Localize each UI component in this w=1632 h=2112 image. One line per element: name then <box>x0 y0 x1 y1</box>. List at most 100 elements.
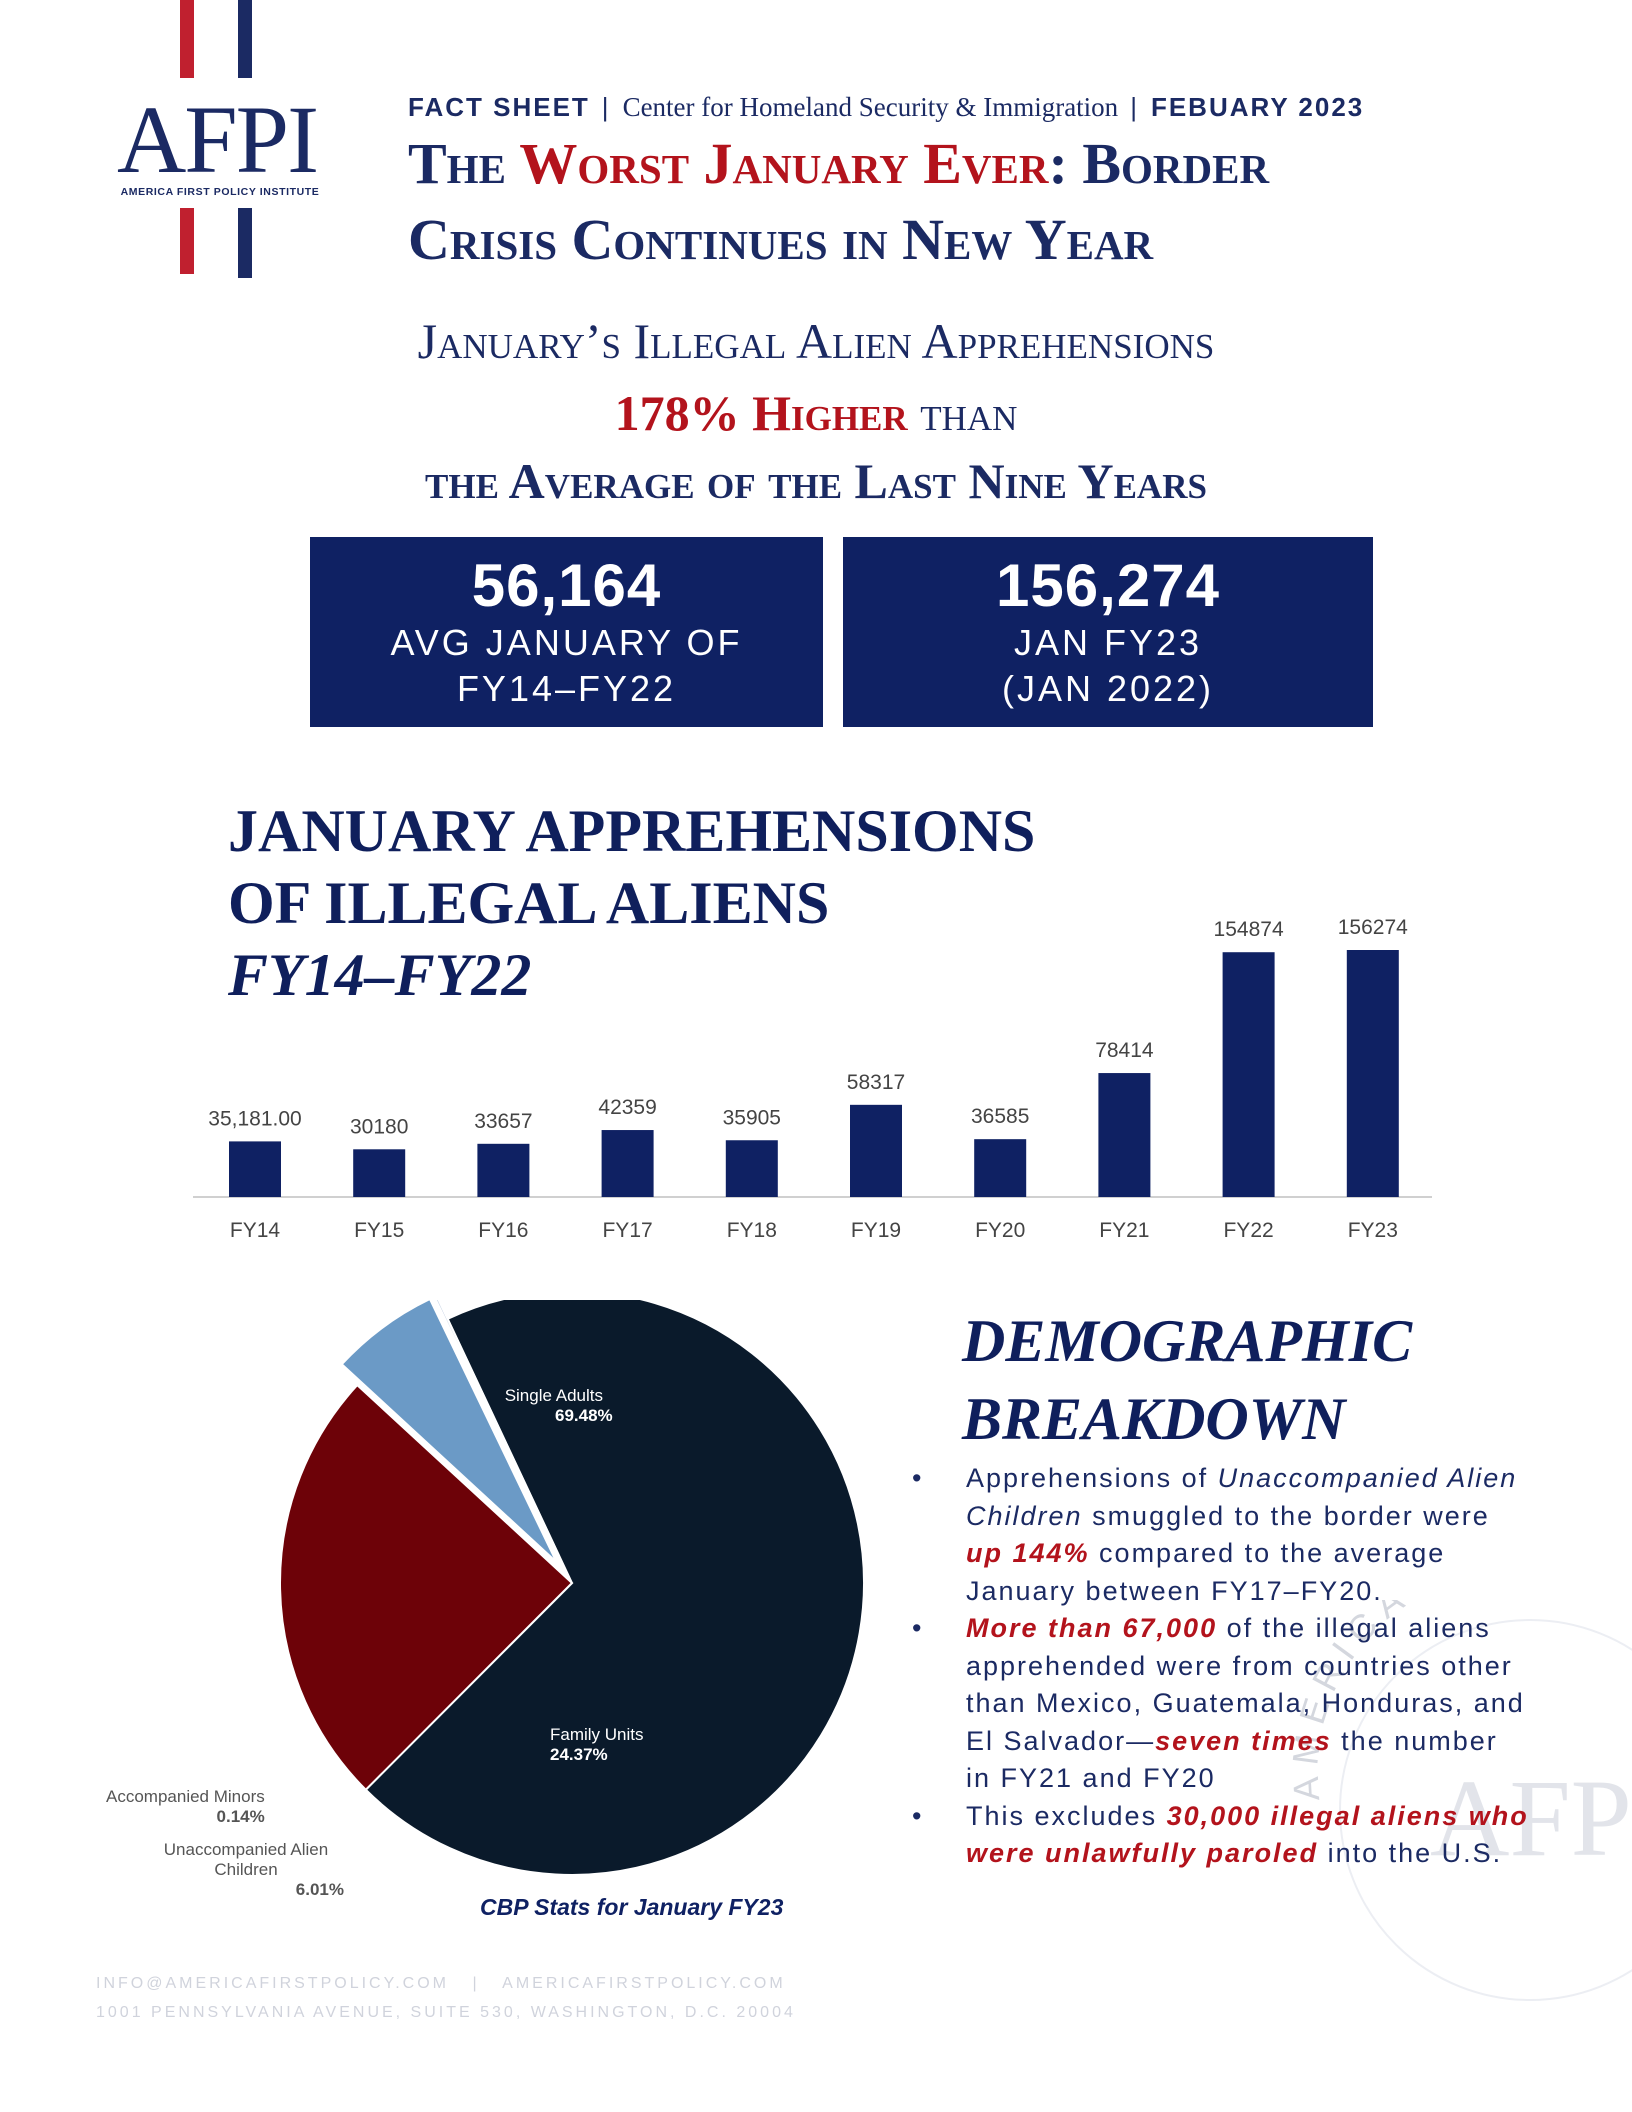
pie-label-name: Single Adults <box>504 1386 603 1405</box>
data-label: 154874 <box>1214 918 1284 941</box>
subtitle-text: than <box>907 385 1018 441</box>
title-highlight: Worst January Ever <box>519 131 1049 196</box>
pie-slice-single-adults <box>364 1300 865 1876</box>
bar-fy16 <box>477 1143 530 1197</box>
footer-divider: | <box>472 1975 480 1992</box>
x-tick-label: FY21 <box>1099 1219 1149 1242</box>
logo-stripe <box>238 208 252 278</box>
x-tick-label: FY16 <box>478 1219 528 1242</box>
subtitle-line3: the Average of the Last Nine Years <box>425 453 1207 509</box>
data-label: 35905 <box>723 1106 781 1129</box>
bar-fy19 <box>850 1104 902 1197</box>
pie-label-uac: Unaccompanied Alien Children 6.01% <box>148 1840 344 1900</box>
logo-subtitle: AMERICA FIRST POLICY INSTITUTE <box>120 186 320 198</box>
bullet-text: smuggled to the border were <box>1082 1500 1490 1531</box>
demographic-title: DEMOGRAPHIC BREAKDOWN <box>962 1302 1412 1458</box>
pie-label-value: 6.01% <box>295 1880 344 1899</box>
bullet-text: the number in FY21 and FY20 <box>966 1725 1498 1794</box>
bullet-icon: • <box>912 1613 924 1643</box>
pie-caption: CBP Stats for January FY23 <box>480 1894 784 1920</box>
bar-fy20 <box>974 1139 1027 1197</box>
chart-title: JANUARY APPREHENSIONS OF ILLEGAL ALIENS … <box>228 795 1035 1011</box>
header-line: FACT SHEET | Center for Homeland Security … <box>408 92 1365 122</box>
page-title-line2: Crisis Continues in New Year <box>408 207 1154 272</box>
demographic-title-line: BREAKDOWN <box>962 1386 1346 1452</box>
stat-label: AVG JANUARY OF <box>390 622 743 663</box>
footer-website[interactable]: AMERICAFIRSTPOLICY.COM <box>502 1975 786 1992</box>
demographic-bullets: • Apprehensions of Unaccompanied Alien C… <box>912 1460 1532 1873</box>
stat-box-jan-fy23: 156,274 JAN FY23 (JAN 2022) <box>843 537 1373 727</box>
bullet-icon: • <box>912 1463 924 1493</box>
header-date: FEBUARY 2023 <box>1150 92 1365 122</box>
subtitle-line1: January’s Illegal Alien Apprehensions <box>417 313 1215 369</box>
x-tick-label: FY15 <box>354 1219 404 1242</box>
logo-stripe <box>180 0 194 78</box>
bullet-text: into the U.S. <box>1318 1838 1503 1868</box>
data-label: 78414 <box>1095 1039 1154 1062</box>
stat-label: (JAN 2022) <box>1001 668 1215 709</box>
pie-label-family-units: Family Units 24.37% <box>550 1725 644 1765</box>
stat-value: 56,164 <box>471 552 662 619</box>
x-tick-label: FY23 <box>1348 1219 1398 1242</box>
footer-email[interactable]: INFO@AMERICAFIRSTPOLICY.COM <box>96 1975 449 1992</box>
x-tick-label: FY17 <box>602 1219 652 1242</box>
pie-chart <box>279 1300 865 1876</box>
stat-box-average: 56,164 AVG JANUARY OF FY14–FY22 <box>310 537 823 727</box>
data-label: 36585 <box>971 1105 1029 1128</box>
subtitle-highlight: 178% Higher <box>614 385 908 441</box>
bar-fy14 <box>229 1141 281 1197</box>
bar-fy23 <box>1346 950 1399 1197</box>
stat-label: JAN FY23 <box>1013 622 1203 663</box>
title-text: The <box>408 131 520 196</box>
pie-label-name: Accompanied Minors <box>106 1787 265 1806</box>
footer-address: 1001 PENNSYLVANIA AVENUE, SUITE 530, WAS… <box>96 2004 796 2021</box>
stat-value: 156,274 <box>996 552 1220 619</box>
logo-stripe <box>180 208 194 274</box>
chart-title-line: FY14–FY22 <box>228 942 532 1008</box>
pie-label-value: 69.48% <box>555 1406 613 1425</box>
list-item: • This excludes 30,000 illegal aliens wh… <box>912 1798 1532 1873</box>
pie-label-name: Unaccompanied Alien Children <box>163 1840 329 1879</box>
data-label: 33657 <box>474 1110 532 1133</box>
bar-fy22 <box>1222 952 1275 1197</box>
title-text: : Border <box>1048 131 1270 196</box>
pie-label-value: 24.37% <box>550 1745 608 1764</box>
pie-slice-family-units <box>279 1383 574 1792</box>
x-tick-label: FY20 <box>975 1219 1025 1242</box>
bullet-highlight: seven times <box>1155 1725 1332 1756</box>
seal-logo: AFPI <box>1430 1757 1632 1879</box>
pie-label-name: Family Units <box>550 1725 644 1744</box>
data-label: 30180 <box>350 1115 408 1138</box>
data-label: 156274 <box>1338 916 1408 939</box>
bar-fy17 <box>601 1130 654 1197</box>
subtitle-line2: 178% Higher than <box>0 384 1632 442</box>
bar-chart: 35,181.00 FY14 30180 FY15 33657 FY16 42359 FY17… <box>193 916 1432 1242</box>
pie-label-value: 0.14% <box>216 1807 265 1826</box>
bullet-text: compared to the average January between … <box>966 1538 1446 1606</box>
pie-slice-unaccompanied-alien-children <box>340 1300 558 1563</box>
bullet-italic: Unaccompanied Alien Children <box>966 1463 1518 1531</box>
x-tick-label: FY18 <box>727 1219 777 1242</box>
bullet-text: This excludes <box>966 1800 1167 1831</box>
list-item: • More than 67,000 of the illegal aliens… <box>912 1610 1532 1798</box>
x-tick-label: FY14 <box>230 1219 281 1242</box>
stat-label: FY14–FY22 <box>456 668 677 709</box>
seal-watermark: AMERICA FIRST POLICY INSTITUTE AFPI <box>1280 1600 1632 2001</box>
pie-slice-accompanied-minors <box>434 1300 561 1557</box>
pie-label-accompanied-minors: Accompanied Minors 0.14% <box>106 1787 265 1827</box>
bullet-text: Apprehensions of <box>966 1463 1218 1493</box>
chart-title-line: JANUARY APPREHENSIONS <box>228 798 1036 864</box>
bullet-highlight: More than 67,000 <box>966 1613 1218 1643</box>
pie-label-single-adults: Single Adults 69.48% <box>495 1386 613 1426</box>
fact-sheet-label: FACT SHEET <box>408 92 590 122</box>
x-tick-label: FY22 <box>1223 1219 1273 1242</box>
page-title: The Worst January Ever: Border <box>408 130 1269 197</box>
list-item: • Apprehensions of Unaccompanied Alien C… <box>912 1460 1532 1610</box>
data-label: 58317 <box>847 1071 905 1094</box>
bar-fy18 <box>725 1140 778 1197</box>
demographic-title-line: DEMOGRAPHIC <box>962 1308 1413 1374</box>
bullet-text: of the illegal aliens apprehended were f… <box>966 1613 1525 1756</box>
bar-fy21 <box>1098 1073 1151 1197</box>
bullet-icon: • <box>912 1800 924 1831</box>
bullet-highlight: 30,000 illegal aliens who were unlawfull… <box>966 1800 1529 1869</box>
